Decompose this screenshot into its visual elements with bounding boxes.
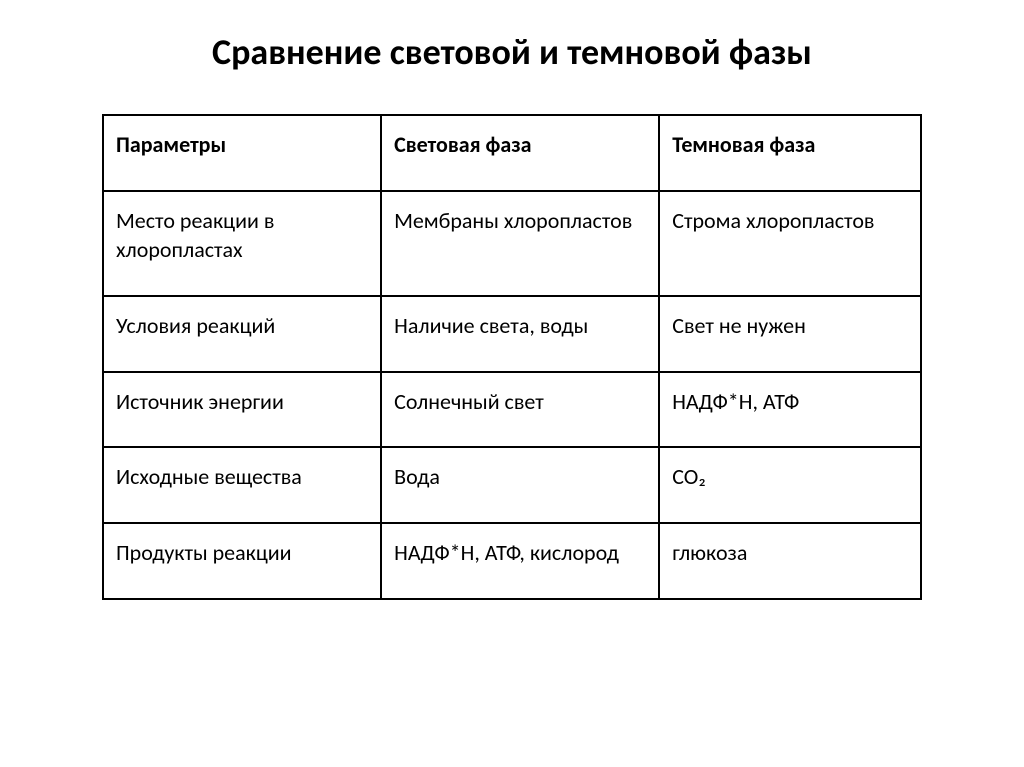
cell-light: Мембраны хлоропластов	[381, 191, 659, 296]
table-row: Исходные вещества Вода CO₂	[103, 447, 921, 523]
page-title: Сравнение световой и темновой фазы	[0, 30, 1024, 74]
cell-param: Источник энергии	[103, 372, 381, 448]
cell-dark: НАДФ*Н, АТФ	[659, 372, 921, 448]
cell-dark: глюкоза	[659, 523, 921, 599]
comparison-table: Параметры Световая фаза Темновая фаза Ме…	[102, 114, 922, 600]
cell-dark: Свет не нужен	[659, 296, 921, 372]
cell-dark: CO₂	[659, 447, 921, 523]
comparison-table-wrapper: Параметры Световая фаза Темновая фаза Ме…	[102, 114, 922, 600]
cell-param: Продукты реакции	[103, 523, 381, 599]
cell-param: Место реакции в хлоропластах	[103, 191, 381, 296]
col-header-params: Параметры	[103, 115, 381, 191]
slide: Сравнение световой и темновой фазы Парам…	[0, 0, 1024, 767]
cell-param: Условия реакций	[103, 296, 381, 372]
table-row: Условия реакций Наличие света, воды Свет…	[103, 296, 921, 372]
table-row: Источник энергии Солнечный свет НАДФ*Н, …	[103, 372, 921, 448]
cell-light: НАДФ*Н, АТФ, кислород	[381, 523, 659, 599]
cell-light: Вода	[381, 447, 659, 523]
cell-param: Исходные вещества	[103, 447, 381, 523]
col-header-dark: Темновая фаза	[659, 115, 921, 191]
cell-light: Наличие света, воды	[381, 296, 659, 372]
table-row: Место реакции в хлоропластах Мембраны хл…	[103, 191, 921, 296]
cell-dark: Строма хлоропластов	[659, 191, 921, 296]
table-row: Продукты реакции НАДФ*Н, АТФ, кислород г…	[103, 523, 921, 599]
table-header-row: Параметры Световая фаза Темновая фаза	[103, 115, 921, 191]
col-header-light: Световая фаза	[381, 115, 659, 191]
cell-light: Солнечный свет	[381, 372, 659, 448]
